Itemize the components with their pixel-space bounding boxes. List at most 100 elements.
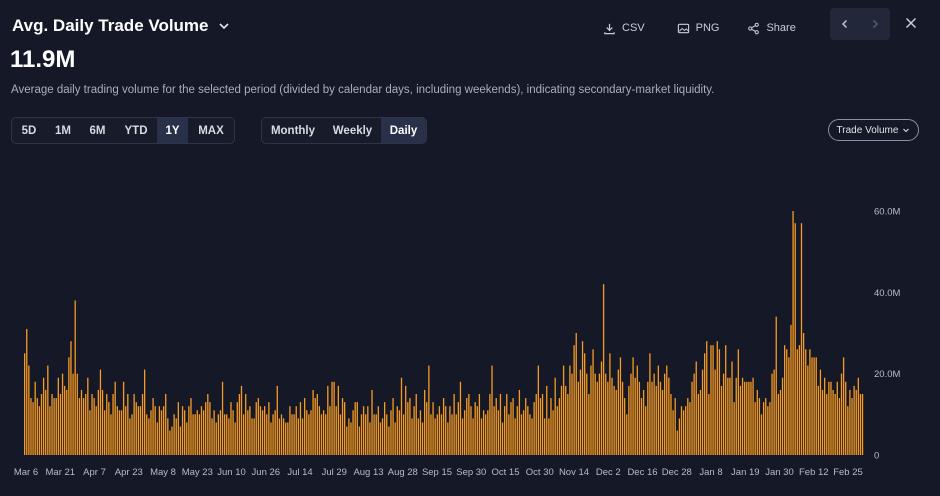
volume-bar[interactable]: [122, 381, 125, 455]
volume-bar[interactable]: [529, 414, 531, 455]
volume-bar[interactable]: [784, 345, 786, 455]
volume-bar[interactable]: [781, 377, 784, 455]
volume-bar[interactable]: [579, 369, 582, 455]
volume-bar[interactable]: [672, 410, 674, 455]
volume-bar[interactable]: [821, 389, 824, 455]
volume-bar[interactable]: [211, 418, 213, 455]
volume-bar[interactable]: [445, 406, 447, 455]
volume-bar[interactable]: [352, 410, 354, 455]
volume-bar[interactable]: [693, 373, 695, 455]
volume-bar[interactable]: [722, 373, 725, 455]
volume-bar[interactable]: [89, 410, 91, 455]
volume-bar[interactable]: [792, 211, 794, 455]
volume-bar[interactable]: [371, 389, 373, 455]
volume-bar[interactable]: [259, 406, 262, 455]
volume-bar[interactable]: [108, 402, 110, 455]
volume-bar[interactable]: [186, 422, 188, 455]
volume-bar[interactable]: [619, 357, 622, 455]
volume-bar[interactable]: [116, 406, 118, 455]
range-tab-1y[interactable]: 1Y: [157, 118, 188, 143]
volume-bar[interactable]: [400, 377, 403, 455]
volume-bar[interactable]: [42, 377, 45, 455]
volume-bar[interactable]: [424, 389, 426, 455]
volume-bar[interactable]: [756, 389, 758, 455]
volume-bar[interactable]: [506, 394, 508, 455]
volume-bar[interactable]: [314, 398, 316, 455]
volume-bar[interactable]: [97, 389, 99, 455]
volume-bar[interactable]: [727, 377, 729, 455]
volume-bar[interactable]: [57, 377, 59, 455]
volume-bar[interactable]: [141, 394, 144, 455]
volume-bar[interactable]: [581, 341, 584, 455]
volume-bar[interactable]: [857, 377, 859, 455]
volume-bar[interactable]: [853, 385, 855, 455]
volume-bar[interactable]: [59, 394, 62, 455]
volume-bar[interactable]: [139, 406, 142, 455]
volume-bar[interactable]: [327, 385, 329, 455]
volume-bar[interactable]: [480, 418, 483, 455]
volume-bar[interactable]: [474, 402, 476, 455]
volume-bar[interactable]: [346, 426, 348, 455]
volume-bar[interactable]: [489, 394, 491, 455]
volume-bar[interactable]: [708, 394, 710, 455]
volume-bar[interactable]: [737, 349, 739, 455]
volume-bar[interactable]: [234, 422, 236, 455]
volume-bar[interactable]: [306, 410, 308, 455]
volume-bar[interactable]: [177, 402, 179, 455]
volume-bar[interactable]: [630, 373, 632, 455]
volume-bar[interactable]: [230, 402, 232, 455]
volume-bar[interactable]: [280, 414, 283, 455]
volume-bar[interactable]: [699, 389, 702, 455]
volume-bar[interactable]: [847, 406, 849, 455]
volume-bar[interactable]: [453, 394, 455, 455]
volume-bar[interactable]: [249, 406, 251, 455]
volume-bar[interactable]: [487, 410, 489, 455]
volume-bar[interactable]: [556, 406, 558, 455]
volume-bar[interactable]: [129, 418, 131, 455]
volume-bar[interactable]: [632, 357, 634, 455]
volume-bar[interactable]: [131, 414, 133, 455]
volume-bar[interactable]: [365, 414, 367, 455]
volume-bar[interactable]: [428, 365, 430, 455]
interval-tab-daily[interactable]: Daily: [381, 118, 426, 143]
volume-bar[interactable]: [49, 406, 51, 455]
volume-bar[interactable]: [455, 414, 457, 455]
volume-bar[interactable]: [285, 422, 287, 455]
volume-bar[interactable]: [859, 394, 862, 455]
volume-bar[interactable]: [310, 410, 312, 455]
volume-bar[interactable]: [226, 414, 228, 455]
volume-bar[interactable]: [602, 284, 605, 455]
volume-bar[interactable]: [590, 365, 592, 455]
volume-bar[interactable]: [466, 398, 468, 455]
volume-bar[interactable]: [645, 406, 647, 455]
volume-bar[interactable]: [386, 414, 388, 455]
volume-bar[interactable]: [190, 398, 192, 455]
volume-bar[interactable]: [106, 394, 108, 455]
volume-bar[interactable]: [409, 398, 411, 455]
volume-bar[interactable]: [668, 377, 670, 455]
volume-bar[interactable]: [112, 394, 114, 455]
volume-bar[interactable]: [282, 418, 285, 455]
volume-bar[interactable]: [674, 398, 676, 455]
volume-bar[interactable]: [405, 385, 407, 455]
volume-bar[interactable]: [842, 357, 845, 455]
volume-bar[interactable]: [413, 406, 415, 455]
volume-bar[interactable]: [87, 377, 89, 455]
volume-bar[interactable]: [377, 406, 379, 455]
volume-bar[interactable]: [432, 402, 434, 455]
volume-bar[interactable]: [144, 369, 146, 455]
volume-bar[interactable]: [255, 402, 257, 455]
volume-bar[interactable]: [196, 410, 198, 455]
volume-bar[interactable]: [802, 333, 805, 455]
volume-bar[interactable]: [531, 418, 533, 455]
volume-bar[interactable]: [438, 406, 441, 455]
volume-bar[interactable]: [440, 414, 443, 455]
volume-bar[interactable]: [135, 402, 137, 455]
volume-bar[interactable]: [55, 398, 57, 455]
volume-bar[interactable]: [169, 430, 171, 455]
volume-bar[interactable]: [150, 410, 152, 455]
volume-bar[interactable]: [478, 394, 481, 455]
volume-bar[interactable]: [101, 389, 104, 455]
volume-bar[interactable]: [337, 385, 339, 455]
volume-bar[interactable]: [813, 357, 815, 455]
